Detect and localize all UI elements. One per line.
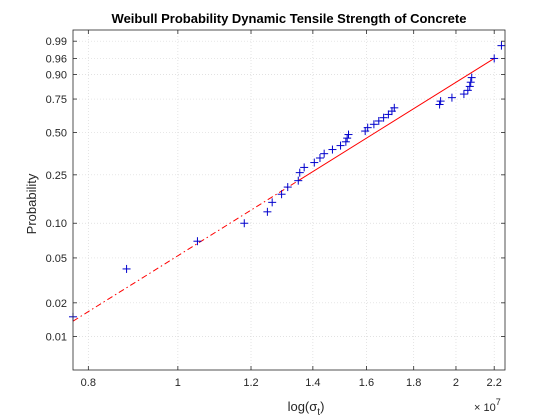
x-tick-label: 1 xyxy=(175,377,181,389)
x-tick-label: 2.2 xyxy=(487,377,502,389)
y-tick-label: 0.05 xyxy=(46,253,67,265)
y-tick-label: 0.02 xyxy=(46,298,67,310)
x-tick-label: 0.8 xyxy=(81,377,96,389)
x-tick-label: 1.4 xyxy=(305,377,320,389)
y-tick-label: 0.96 xyxy=(46,53,67,65)
x-tick-label: 1.6 xyxy=(359,377,374,389)
x-tick-label: 1.8 xyxy=(406,377,421,389)
x-axis-multiplier-exponent: 7 xyxy=(496,397,501,407)
plot-area xyxy=(73,30,505,370)
y-tick-label: 0.25 xyxy=(46,170,67,182)
x-tick-label: 1.2 xyxy=(243,377,258,389)
x-axis-multiplier-base: × 10 xyxy=(474,402,496,414)
y-tick-label: 0.99 xyxy=(46,36,67,48)
x-axis-label-close: ) xyxy=(320,399,324,414)
x-axis-label-main: log(σ xyxy=(288,399,318,414)
chart-title: Weibull Probability Dynamic Tensile Stre… xyxy=(112,11,467,26)
y-tick-label: 0.01 xyxy=(46,331,67,343)
y-axis-label: Probability xyxy=(24,173,39,234)
y-tick-label: 0.90 xyxy=(46,70,67,82)
y-tick-label: 0.10 xyxy=(46,218,67,230)
y-tick-label: 0.50 xyxy=(46,127,67,139)
x-tick-label: 2 xyxy=(453,377,459,389)
y-tick-label: 0.75 xyxy=(46,94,67,106)
